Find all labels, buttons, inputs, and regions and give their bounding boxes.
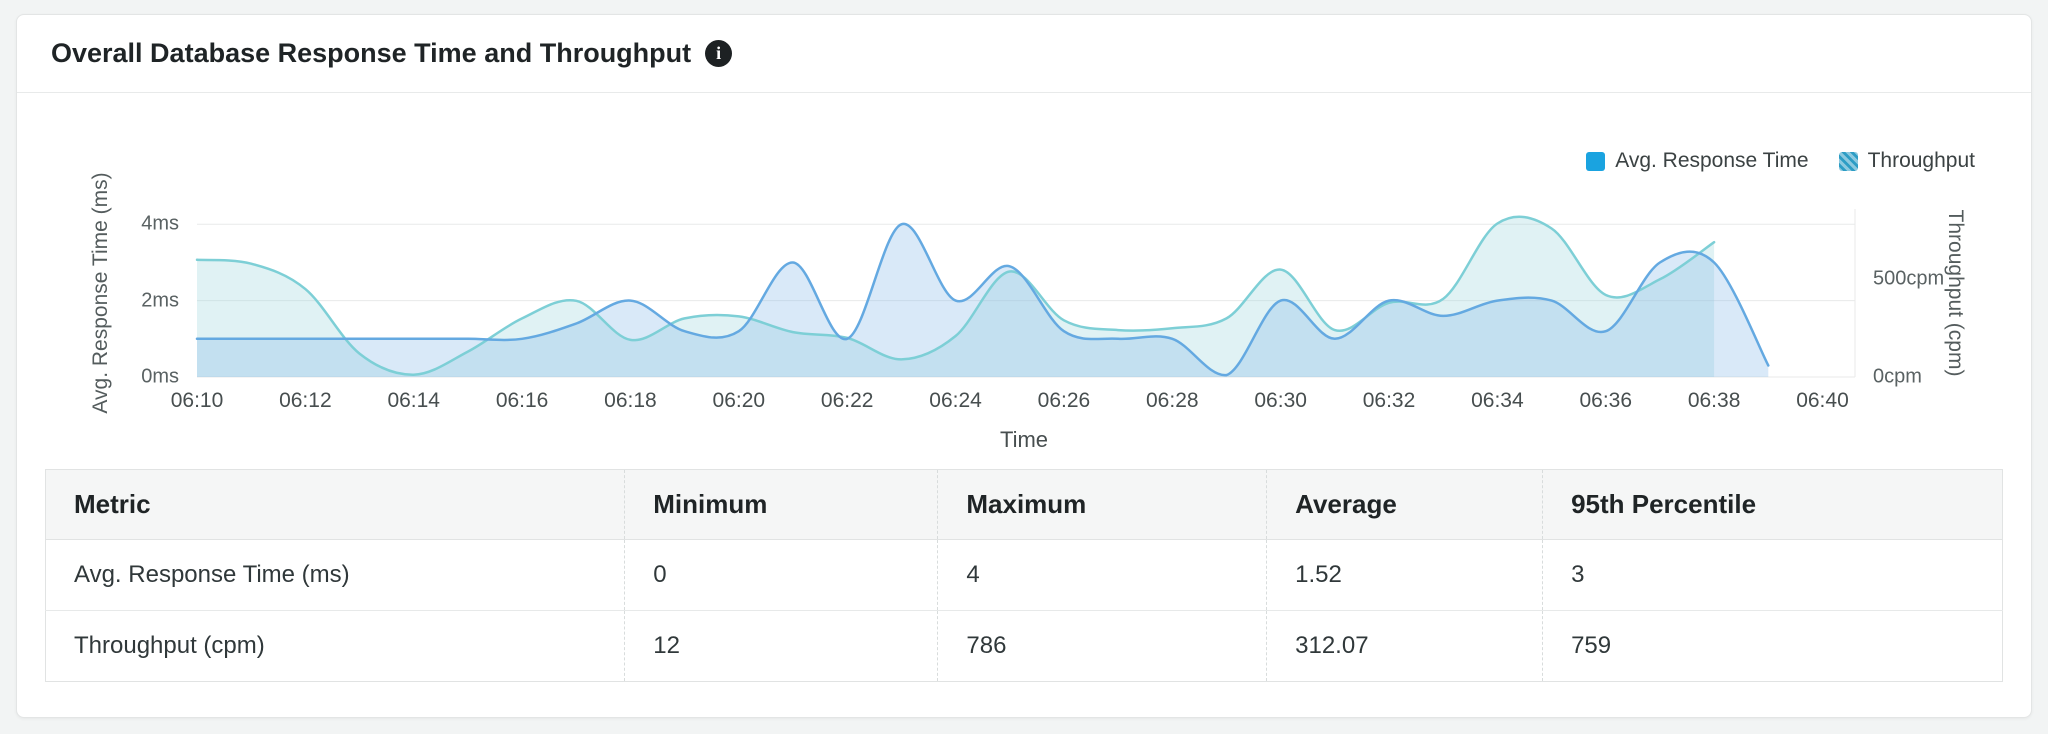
y-left-tick-label: 4ms: [141, 212, 179, 235]
y-right-tick-label: 500cpm: [1873, 267, 1945, 290]
x-tick-label: 06:32: [1362, 389, 1416, 412]
table-header-95th-percentile: 95th Percentile: [1542, 469, 2003, 540]
table-header-metric: Metric: [45, 469, 625, 540]
legend-item-avg-response-time[interactable]: Avg. Response Time: [1586, 149, 1809, 173]
legend-item-throughput[interactable]: Throughput: [1838, 149, 1975, 173]
cell-minimum: 0: [624, 539, 938, 611]
x-tick-label: 06:38: [1687, 389, 1741, 412]
x-tick-label: 06:36: [1579, 389, 1633, 412]
x-tick-label: 06:18: [604, 389, 657, 412]
plot-area[interactable]: 06:10 06:12 06:14 06:16 06:18 06:20 06:22 06:24…: [141, 209, 1944, 412]
cell-metric: Throughput (cpm): [45, 610, 625, 682]
x-tick-label: 06:12: [279, 389, 332, 412]
summary-table: Metric Minimum Maximum Average 95th Perc…: [45, 469, 2003, 682]
info-icon[interactable]: i: [705, 40, 733, 67]
y-left-tick-label: 0ms: [141, 365, 179, 388]
table-header-maximum: Maximum: [937, 469, 1267, 540]
table-header-average: Average: [1266, 469, 1543, 540]
cell-maximum: 786: [937, 610, 1267, 682]
x-tick-label: 06:14: [387, 389, 440, 412]
table-header-minimum: Minimum: [624, 469, 938, 540]
cell-average: 312.07: [1266, 610, 1543, 682]
x-tick-label: 06:24: [929, 389, 982, 412]
cell-minimum: 12: [624, 610, 938, 682]
legend-swatch-avg-response-time-icon: [1586, 151, 1606, 171]
panel-card: Overall Database Response Time and Throu…: [16, 14, 2032, 718]
y-axis-left-title: Avg. Response Time (ms): [89, 172, 112, 414]
cell-metric: Avg. Response Time (ms): [45, 539, 625, 611]
x-tick-label: 06:28: [1146, 389, 1199, 412]
cell-95th-percentile: 3: [1542, 539, 2003, 611]
cell-maximum: 4: [937, 539, 1267, 611]
x-tick-label: 06:16: [495, 389, 549, 412]
chart-section: Avg. Response Time Throughput Avg. Respo…: [17, 93, 2031, 465]
x-tick-label: 06:22: [820, 389, 874, 412]
y-left-tick-label: 2ms: [141, 289, 179, 312]
legend-swatch-throughput-icon: [1838, 151, 1858, 171]
x-tick-label: 06:10: [170, 389, 224, 412]
y-right-tick-label: 0cpm: [1873, 365, 1922, 388]
chart-svg: [195, 209, 1856, 378]
x-tick-label: 06:40: [1796, 389, 1849, 412]
legend-label-throughput: Throughput: [1867, 149, 1975, 172]
x-tick-label: 06:26: [1037, 389, 1091, 412]
cell-95th-percentile: 759: [1542, 610, 2003, 682]
table-row-avg-response-time: Avg. Response Time (ms) 0 4 1.52 3: [45, 539, 2003, 611]
x-axis-title: Time: [999, 427, 1049, 452]
x-tick-label: 06:30: [1254, 389, 1307, 412]
legend-label-avg-response-time: Avg. Response Time: [1615, 149, 1809, 172]
y-axis-right-title: Throughput (cpm): [1944, 209, 1967, 377]
x-tick-label: 06:20: [712, 389, 766, 412]
cell-average: 1.52: [1266, 539, 1543, 611]
panel-header: Overall Database Response Time and Throu…: [17, 15, 2031, 93]
panel-title: Overall Database Response Time and Throu…: [51, 38, 692, 68]
chart-legend: Avg. Response Time Throughput: [1586, 149, 1975, 173]
table-header-row: Metric Minimum Maximum Average 95th Perc…: [45, 469, 2003, 540]
x-tick-label: 06:34: [1471, 389, 1524, 412]
table-row-throughput: Throughput (cpm) 12 786 312.07 759: [45, 610, 2003, 682]
